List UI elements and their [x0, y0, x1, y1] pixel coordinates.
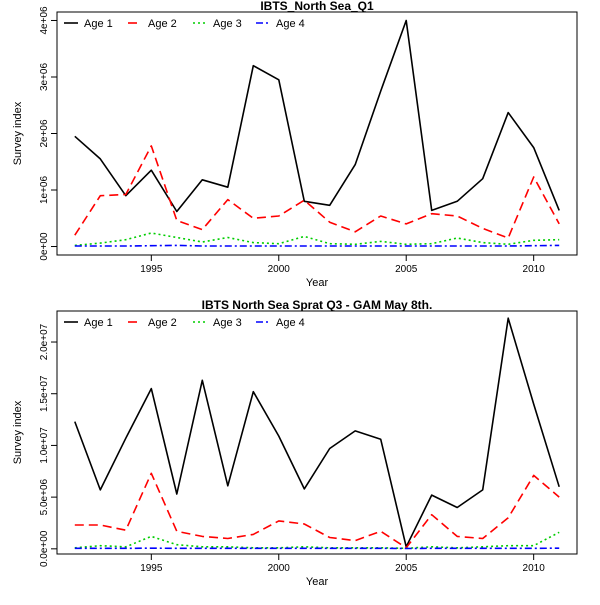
series-line-age-2	[75, 146, 559, 238]
y-tick-label: 3e+06	[39, 63, 50, 92]
legend-label-age-3: Age 3	[213, 317, 242, 329]
y-tick-label: 2.0e+07	[39, 323, 50, 360]
series-line-age-1	[75, 21, 559, 212]
x-tick-label: 2010	[523, 563, 546, 574]
x-tick-label: 1995	[140, 563, 163, 574]
plot-frame	[57, 12, 577, 255]
legend-label-age-2: Age 2	[148, 18, 177, 30]
x-tick-label: 2005	[395, 563, 418, 574]
y-tick-label: 1.0e+07	[39, 427, 50, 464]
x-tick-label: 2010	[523, 264, 546, 275]
y-axis-label: Survey index	[12, 400, 24, 464]
y-tick-label: 0e+00	[39, 232, 50, 261]
legend-label-age-4: Age 4	[276, 317, 305, 329]
series-line-age-3	[75, 532, 559, 548]
y-tick-label: 2e+06	[39, 119, 50, 148]
plot-frame	[57, 311, 577, 554]
y-tick-label: 4e+06	[39, 6, 50, 35]
series-line-age-3	[75, 233, 559, 245]
x-tick-label: 2005	[395, 264, 418, 275]
chart-panel-2: IBTS North Sea Sprat Q3 - GAM May 8th. 19…	[12, 298, 577, 588]
y-axis-label: Survey index	[12, 101, 24, 165]
x-axis-label: Year	[306, 576, 329, 588]
x-tick-label: 1995	[140, 264, 163, 275]
legend-label-age-2: Age 2	[148, 317, 177, 329]
legend-label-age-1: Age 1	[84, 317, 113, 329]
chart-title: IBTS North Sea Sprat Q3 - GAM May 8th.	[202, 298, 433, 312]
y-tick-label: 0.0e+00	[39, 530, 50, 567]
y-tick-label: 1e+06	[39, 176, 50, 205]
legend-label-age-1: Age 1	[84, 18, 113, 30]
legend-label-age-3: Age 3	[213, 18, 242, 30]
x-tick-label: 2000	[268, 264, 291, 275]
series-line-age-4	[75, 245, 559, 246]
y-tick-label: 5.0e+06	[39, 478, 50, 515]
x-tick-label: 2000	[268, 563, 291, 574]
chart-panel-1: IBTS_North Sea_Q1 1995 2000 2005 2010 Year 0e+…	[12, 0, 577, 289]
y-tick-label: 1.5e+07	[39, 375, 50, 412]
series-line-age-1	[75, 318, 559, 547]
chart-title: IBTS_North Sea_Q1	[260, 0, 374, 13]
series-line-age-2	[75, 473, 559, 548]
x-axis-label: Year	[306, 277, 329, 289]
legend-label-age-4: Age 4	[276, 18, 305, 30]
